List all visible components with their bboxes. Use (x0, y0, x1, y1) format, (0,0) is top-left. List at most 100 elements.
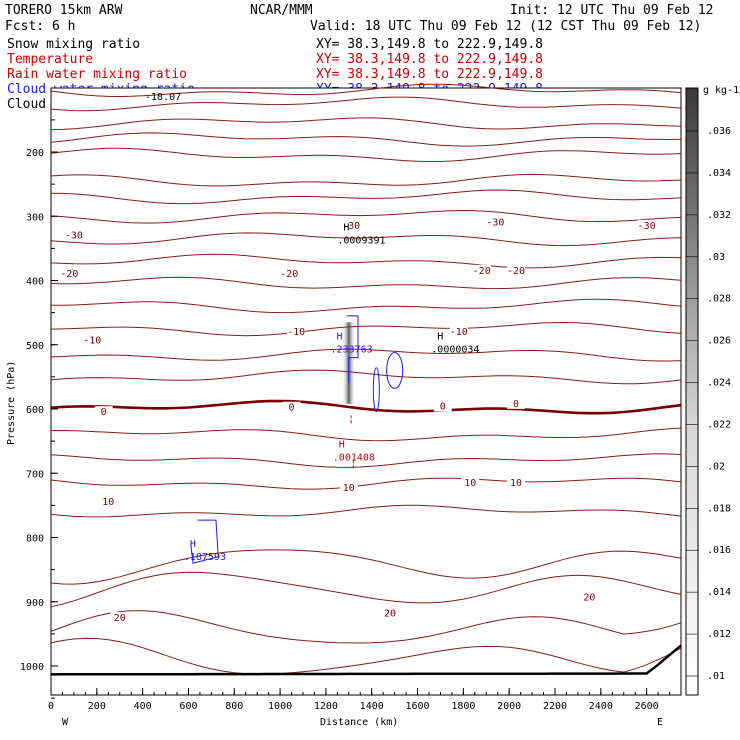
isotherm-label-bg (449, 325, 468, 337)
x-tick-label: 600 (179, 701, 197, 712)
maximum-value: .0009391 (337, 235, 385, 246)
zero-isotherm (50, 399, 682, 415)
isotherm-label: 0 (513, 399, 519, 410)
maximum-value: .001408 (333, 453, 375, 464)
maximum-value: .0000034 (431, 345, 479, 356)
isotherm (50, 504, 682, 518)
maxima-labels: H .0009391 H .233763 H .0000034 H .001408 H .1875… (184, 222, 480, 563)
y-tick-label: 200 (26, 148, 44, 159)
x-tick-label: 1800 (451, 701, 475, 712)
maximum-value: .233763 (330, 345, 372, 356)
isotherm (50, 132, 682, 147)
isotherm-label-bg (580, 591, 599, 603)
legend-xy: XY= 38.3,149.8 to 222.9,149.8 (316, 67, 543, 82)
isotherm-label-bg (433, 400, 452, 412)
isotherm-label: -30 (486, 218, 504, 229)
x-tick-label: 800 (225, 701, 243, 712)
isotherm (50, 253, 682, 269)
isotherm-label: -30 (65, 231, 83, 242)
isotherm-label: 10 (464, 478, 476, 489)
isotherm-label-bg (60, 268, 79, 280)
isotherm-label-bg (287, 325, 306, 337)
colorbar-tick-label: .03 (707, 252, 725, 263)
colorbar-tick-label: .012 (707, 629, 731, 640)
isotherm (50, 189, 682, 205)
isotherm (50, 276, 682, 290)
isotherm-label-bg (94, 406, 113, 418)
isotherm-label: 10 (102, 497, 114, 508)
colorbar-ticks: .036 .034 .032 .03 .028 .026 .024 .022 .02 .018 .0… (686, 126, 731, 682)
rain-water-contour (350, 415, 354, 471)
isotherm-label-bg (637, 219, 656, 231)
isotherm-label: -20 (507, 266, 525, 277)
colorbar-tick-label: .022 (707, 419, 731, 430)
isotherm (50, 477, 682, 490)
plot-frame (50, 87, 682, 696)
isotherm (50, 96, 682, 112)
y-tick-label: 700 (26, 469, 44, 480)
isotherm (50, 147, 682, 163)
isotherm-label: 20 (384, 608, 396, 619)
colorbar-tick-label: .024 (707, 378, 731, 389)
isotherm (50, 453, 682, 468)
isotherm-label: 10 (510, 478, 522, 489)
maximum-marker: H (339, 440, 345, 451)
isotherm (50, 232, 682, 247)
isotherm-label: -20 (60, 269, 78, 280)
isotherm-label: -10 (83, 335, 101, 346)
y-tick-label: 400 (26, 277, 44, 288)
colorbar-tick-label: .026 (707, 336, 731, 347)
x-tick-label: 2000 (497, 701, 521, 712)
colorbar-tick-label: .028 (707, 294, 731, 305)
colorbar-tick-label: .034 (707, 168, 731, 179)
isotherm-label-bg (342, 219, 361, 231)
y-tick-label: 600 (26, 405, 44, 416)
isotherm-label-bg (486, 216, 505, 228)
colorbar-tick-label: .032 (707, 210, 731, 221)
isotherm-label: -20 (473, 266, 491, 277)
isotherm-label-bg (472, 264, 491, 276)
isotherm-label: -30 (638, 221, 656, 232)
legend-label: Temperature (7, 52, 93, 67)
isotherm-label: -10 (450, 327, 468, 338)
colorbar-tick-label: .018 (707, 503, 731, 514)
valid-time: Valid: 18 UTC Thu 09 Feb 12 (12 CST Thu … (310, 19, 701, 34)
model-title: TORERO 15km ARW (5, 3, 123, 18)
x-tick-label: 2400 (589, 701, 613, 712)
x-tick-label: 1400 (360, 701, 384, 712)
colorbar-tick-label: .016 (707, 545, 731, 556)
temperature-contours (50, 83, 682, 675)
colorbar-tick-label: .036 (707, 126, 731, 137)
x-tick-label: 1200 (314, 701, 338, 712)
colorbar-tick-label: .014 (707, 587, 731, 598)
isotherm-label: 0 (440, 401, 446, 412)
isotherm-label-bg (64, 229, 83, 241)
y-tick-label: 1000 (20, 662, 44, 673)
forecast-hour: Fcst: 6 h (5, 19, 75, 34)
y-tick-label: 500 (26, 341, 44, 352)
colorbar (685, 87, 699, 696)
isotherm (50, 427, 682, 442)
east-label: E (657, 717, 663, 728)
isotherm (50, 83, 682, 98)
cloud-water-contour (386, 351, 404, 389)
colorbar-unit: g kg-1 (703, 85, 739, 96)
isotherm (50, 571, 682, 608)
isotherm (50, 637, 682, 675)
terrain-line (50, 644, 682, 676)
isotherm (50, 549, 682, 585)
y-tick-label: 900 (26, 598, 44, 609)
overlay-value: -18.07 (145, 92, 181, 103)
maximum-marker: H (343, 222, 349, 233)
y-tick-label: 300 (26, 212, 44, 223)
legend-xy: XY= 38.3,149.8 to 222.9,149.8 (316, 37, 543, 52)
org-label: NCAR/MMM (250, 3, 313, 18)
isotherm-label-bg (83, 334, 102, 346)
isotherm-label: 0 (101, 407, 107, 418)
isotherm (50, 610, 682, 644)
isotherm-label-bg (282, 401, 301, 413)
isotherm-label-bg (507, 397, 526, 409)
x-axis: 0 200 400 600 800 1000 1200 1400 1600 1800 2000 220… (48, 688, 682, 712)
x-tick-label: 0 (48, 701, 54, 712)
